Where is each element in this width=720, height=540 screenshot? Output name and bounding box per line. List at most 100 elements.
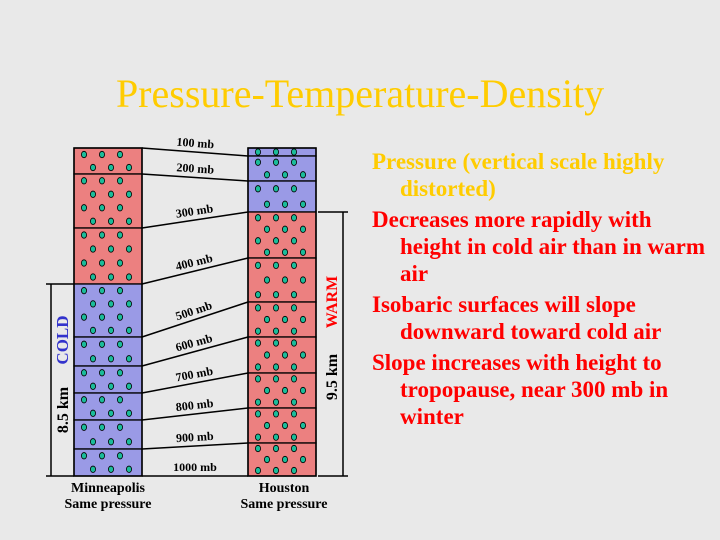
warm-air-dot <box>254 148 261 156</box>
warm-air-dot <box>290 291 297 299</box>
isobar-label: 400 mb <box>174 251 214 274</box>
warm-air-dot <box>254 214 261 222</box>
warm-air-dot <box>290 433 297 441</box>
cold-air-column <box>73 147 143 477</box>
warm-air-dot <box>272 261 279 269</box>
warm-air-dot <box>272 148 279 156</box>
warm-label: WARM <box>324 276 341 328</box>
cold-air-dot <box>126 465 133 473</box>
warm-air-dot <box>281 276 288 284</box>
warm-air-dot <box>290 185 297 193</box>
warm-air-dot <box>299 421 306 430</box>
warm-air-dot <box>299 386 306 395</box>
cold-air-dot <box>117 204 124 212</box>
cold-air-dot <box>90 438 97 446</box>
cold-air-dot <box>117 313 124 321</box>
warm-air-dot <box>290 148 297 156</box>
cold-air-dot <box>99 231 106 239</box>
warm-air-dot <box>254 433 261 441</box>
cold-air-dot <box>81 204 88 212</box>
cold-air-dot <box>81 340 88 348</box>
cold-air-dot <box>90 382 97 390</box>
cold-air-dot <box>126 355 133 363</box>
warm-air-dot <box>272 375 279 383</box>
warm-air-dot <box>281 171 288 179</box>
cold-air-dot <box>90 190 97 198</box>
warm-air-dot <box>263 200 270 208</box>
warm-air-dot <box>254 327 261 335</box>
isobar-label: 600 mb <box>174 331 214 355</box>
bullet-isobaric: Isobaric surfaces will slope downward to… <box>372 292 662 344</box>
bullet-decreases: Decreases more rapidly with height in co… <box>372 207 705 286</box>
cold-air-dot <box>90 300 97 308</box>
warm-air-dot <box>272 304 279 312</box>
warm-air-dot <box>281 225 288 233</box>
warm-air-dot <box>290 214 297 222</box>
cold-air-dot <box>126 190 133 198</box>
warm-air-dot <box>281 200 288 208</box>
cold-air-dot <box>108 273 115 281</box>
warm-air-dot <box>263 225 270 233</box>
isobar-line <box>141 173 249 182</box>
warm-air-dot <box>281 386 288 395</box>
warm-air-dot <box>272 291 279 299</box>
warm-air-dot <box>272 363 279 371</box>
cold-air-dot <box>126 326 133 334</box>
warm-air-dot <box>299 225 306 233</box>
warm-air-dot <box>272 214 279 222</box>
cold-air-dot <box>81 150 88 159</box>
cold-air-dot <box>117 259 124 267</box>
isobar-line <box>141 442 249 450</box>
isobar-line <box>141 372 249 394</box>
cold-air-dot <box>99 369 106 377</box>
warm-height-label: 9.5 km <box>324 353 341 400</box>
bullet-slope: Slope increases with height to tropopaus… <box>372 350 669 429</box>
warm-air-dot <box>272 327 279 335</box>
cold-air-dot <box>99 396 106 404</box>
cold-air-dot <box>90 355 97 363</box>
warm-air-dot <box>281 315 288 324</box>
cold-air-dot <box>117 340 124 348</box>
warm-air-dot <box>272 185 279 193</box>
cold-air-dot <box>117 369 124 377</box>
cold-station-caption: Minneapolis Same pressure <box>38 481 178 513</box>
warm-air-dot <box>290 410 297 418</box>
warm-air-dot <box>299 351 306 359</box>
cold-station-note: Same pressure <box>64 497 152 512</box>
cold-air-dot <box>117 452 124 460</box>
cold-air-dot <box>90 217 97 225</box>
warm-air-dot <box>290 375 297 383</box>
cold-air-dot <box>99 259 106 267</box>
cold-air-dot <box>99 150 106 159</box>
cold-height-bracket <box>46 283 74 477</box>
warm-air-dot <box>299 171 306 179</box>
warm-air-dot <box>272 237 279 245</box>
cold-air-dot <box>108 217 115 225</box>
cold-air-dot <box>126 163 133 172</box>
cold-air-dot <box>90 273 97 281</box>
cold-air-dot <box>99 204 106 212</box>
warm-air-dot <box>254 237 261 245</box>
warm-air-dot <box>263 351 270 359</box>
warm-air-dot <box>254 304 261 312</box>
warm-air-dot <box>254 158 261 166</box>
cold-air-dot <box>126 217 133 225</box>
isobar-label: 700 mb <box>174 364 214 385</box>
cold-air-dot <box>108 465 115 473</box>
cold-air-dot <box>108 300 115 308</box>
warm-air-dot <box>281 421 288 430</box>
isobar-label: 100 mb <box>176 135 215 152</box>
cold-air-dot <box>126 409 133 417</box>
cold-air-dot <box>90 326 97 334</box>
cold-air-dot <box>90 163 97 172</box>
cold-air-dot <box>99 287 106 295</box>
cold-height-label: 8.5 km <box>55 386 72 433</box>
warm-air-dot <box>290 466 297 475</box>
warm-air-dot <box>263 276 270 284</box>
isobar-line <box>141 336 249 367</box>
warm-station-caption: Houston Same pressure <box>214 481 354 513</box>
isobar-label: 900 mb <box>176 429 215 445</box>
warm-air-dot <box>272 444 279 453</box>
